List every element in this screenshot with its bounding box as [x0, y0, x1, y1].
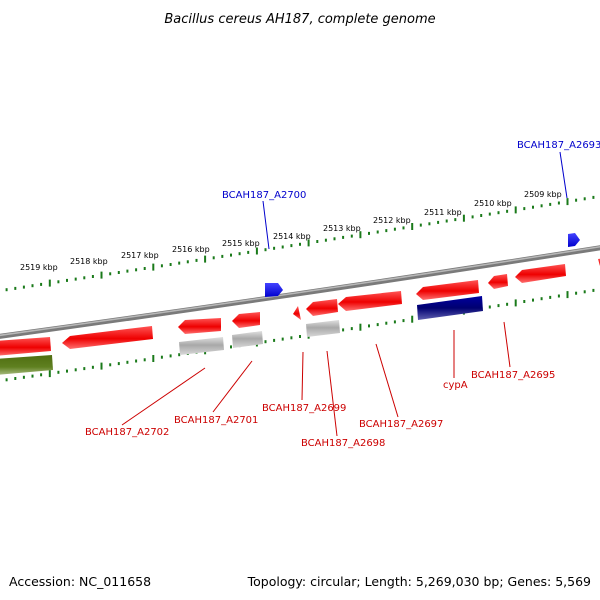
grey-feature[interactable]	[232, 331, 263, 348]
forward-gene-a2700[interactable]	[265, 283, 283, 297]
scale-label: 2517 kbp	[121, 251, 159, 260]
scale-label: 2519 kbp	[20, 263, 58, 272]
scale-label: 2510 kbp	[474, 199, 512, 208]
reverse-gene[interactable]	[0, 337, 51, 356]
gene-label-a2697: BCAH187_A2697	[359, 419, 443, 430]
gene-label-a2702: BCAH187_A2702	[85, 427, 169, 438]
gene-labels: BCAH187_A2700 BCAH187_A2693 BCAH187_A270…	[85, 140, 600, 449]
green-feature[interactable]	[0, 355, 53, 375]
genome-summary-text: Topology: circular; Length: 5,269,030 bp…	[247, 574, 591, 589]
gene-label-cypA: cypA	[443, 380, 468, 391]
scale-label: 2515 kbp	[222, 239, 260, 248]
reverse-gene-a2697[interactable]	[338, 291, 402, 311]
reverse-gene-cypA[interactable]	[416, 280, 479, 300]
navy-feature-cypA[interactable]	[417, 296, 483, 320]
gene-label-a2699: BCAH187_A2699	[262, 403, 346, 414]
gene-label-a2693: BCAH187_A2693	[517, 140, 600, 151]
reverse-gene-a2699[interactable]	[232, 312, 260, 328]
scale-label: 2516 kbp	[172, 245, 210, 254]
reverse-gene-a2701[interactable]	[178, 318, 221, 334]
grey-feature[interactable]	[179, 337, 224, 355]
reverse-gene-a2695[interactable]	[488, 274, 508, 289]
genome-backbone	[0, 245, 600, 339]
gene-label-a2701: BCAH187_A2701	[174, 415, 258, 426]
scale-ticks	[5, 195, 595, 382]
grey-feature[interactable]	[306, 320, 340, 337]
scale-label: 2509 kbp	[524, 190, 562, 199]
gene-label-a2700: BCAH187_A2700	[222, 190, 306, 201]
reverse-gene-a2702[interactable]	[62, 326, 153, 349]
scale-label: 2511 kbp	[424, 208, 462, 217]
gene-label-a2698: BCAH187_A2698	[301, 438, 385, 449]
reverse-gene[interactable]	[515, 264, 566, 283]
scale-labels: 2519 kbp 2518 kbp 2517 kbp 2516 kbp 2515…	[20, 190, 562, 272]
accession-text: Accession: NC_011658	[9, 574, 151, 589]
scale-label: 2513 kbp	[323, 224, 361, 233]
reverse-gene-small[interactable]	[293, 306, 301, 320]
scale-label: 2514 kbp	[273, 232, 311, 241]
scale-label: 2512 kbp	[373, 216, 411, 225]
reverse-gene-a2698[interactable]	[306, 299, 338, 316]
label-leaders	[121, 151, 568, 437]
scale-label: 2518 kbp	[70, 257, 108, 266]
map-title: Bacillus cereus AH187, complete genome	[164, 12, 435, 27]
gene-label-a2695: BCAH187_A2695	[471, 370, 555, 381]
forward-gene-a2693[interactable]	[568, 233, 580, 247]
